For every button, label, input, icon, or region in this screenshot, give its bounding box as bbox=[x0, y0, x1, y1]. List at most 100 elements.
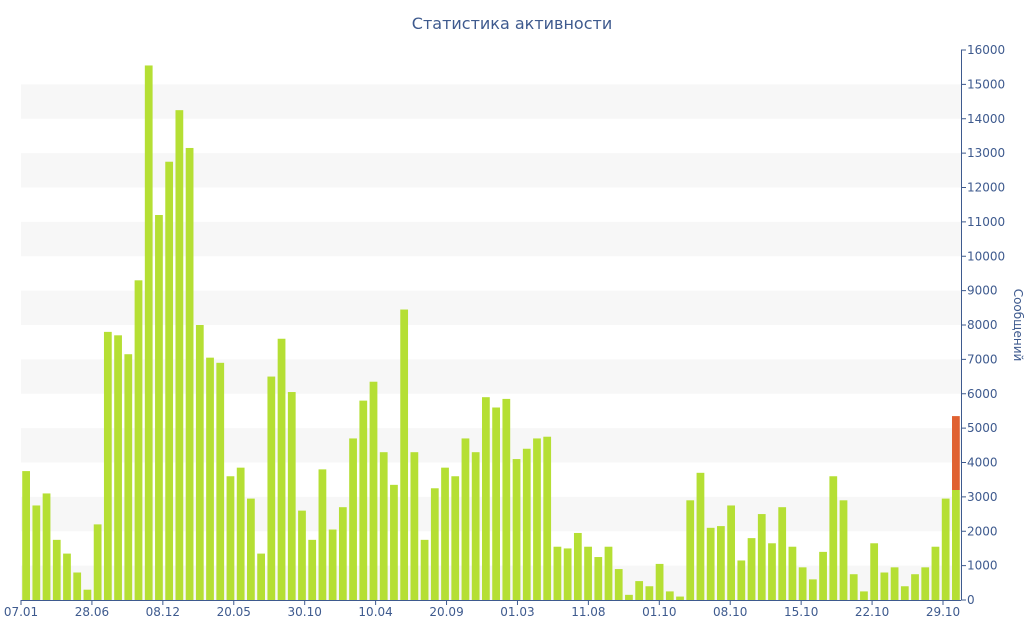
bar[interactable] bbox=[492, 407, 500, 601]
bar[interactable] bbox=[860, 591, 868, 600]
bar[interactable] bbox=[512, 459, 521, 600]
bar[interactable] bbox=[124, 354, 133, 600]
bar[interactable] bbox=[349, 438, 357, 600]
bar[interactable] bbox=[22, 471, 30, 600]
bar[interactable] bbox=[594, 557, 603, 600]
bar[interactable] bbox=[471, 452, 480, 600]
bar[interactable] bbox=[584, 546, 592, 600]
bar[interactable] bbox=[338, 507, 347, 600]
bar[interactable] bbox=[451, 476, 460, 600]
bar[interactable] bbox=[849, 574, 858, 600]
bar[interactable] bbox=[369, 381, 378, 600]
bar[interactable] bbox=[379, 452, 388, 600]
bar[interactable] bbox=[543, 436, 552, 600]
bar[interactable] bbox=[134, 280, 143, 600]
bar[interactable] bbox=[941, 498, 950, 600]
bar[interactable] bbox=[696, 472, 705, 600]
bar[interactable] bbox=[298, 510, 306, 600]
bar[interactable] bbox=[563, 548, 572, 600]
bar[interactable] bbox=[103, 331, 112, 600]
bar[interactable] bbox=[83, 589, 92, 600]
bar[interactable] bbox=[73, 572, 82, 601]
bar[interactable] bbox=[952, 490, 960, 600]
bar[interactable] bbox=[706, 527, 715, 600]
bar[interactable] bbox=[522, 448, 531, 600]
bar[interactable] bbox=[32, 505, 41, 600]
bar[interactable] bbox=[921, 567, 930, 600]
bar[interactable] bbox=[635, 581, 644, 600]
bar[interactable] bbox=[165, 161, 174, 600]
bar[interactable] bbox=[63, 553, 71, 600]
bar-highlight[interactable] bbox=[952, 416, 960, 490]
bar[interactable] bbox=[665, 591, 674, 600]
bar[interactable] bbox=[900, 586, 909, 600]
bar[interactable] bbox=[768, 543, 776, 600]
bar[interactable] bbox=[400, 309, 409, 600]
bar[interactable] bbox=[226, 476, 235, 600]
bar[interactable] bbox=[155, 215, 163, 600]
bar[interactable] bbox=[625, 594, 633, 600]
x-tick-label: 28.06 bbox=[75, 605, 109, 619]
bar[interactable] bbox=[839, 500, 848, 600]
bar[interactable] bbox=[267, 376, 276, 600]
bar[interactable] bbox=[502, 398, 511, 600]
bar[interactable] bbox=[573, 532, 582, 600]
y-tick-label: 2000 bbox=[967, 524, 998, 538]
bar[interactable] bbox=[757, 514, 766, 600]
bar[interactable] bbox=[257, 553, 265, 600]
bar[interactable] bbox=[247, 498, 255, 600]
bar[interactable] bbox=[308, 539, 317, 600]
bar[interactable] bbox=[676, 596, 684, 600]
bar[interactable] bbox=[93, 524, 102, 600]
bar[interactable] bbox=[890, 567, 899, 600]
bar[interactable] bbox=[482, 397, 490, 600]
bar[interactable] bbox=[114, 335, 122, 600]
bar[interactable] bbox=[614, 569, 623, 600]
bar[interactable] bbox=[931, 546, 940, 600]
bar[interactable] bbox=[717, 526, 725, 600]
bar[interactable] bbox=[277, 338, 286, 600]
y-tick-label: 16000 bbox=[967, 43, 1005, 57]
bar[interactable] bbox=[206, 357, 214, 600]
bar[interactable] bbox=[727, 505, 735, 600]
y-tick-label: 9000 bbox=[967, 284, 998, 298]
bar[interactable] bbox=[829, 476, 838, 600]
bar[interactable] bbox=[359, 400, 368, 600]
bar[interactable] bbox=[533, 438, 541, 600]
bar[interactable] bbox=[655, 563, 664, 600]
bar[interactable] bbox=[788, 546, 797, 600]
bar[interactable] bbox=[430, 488, 439, 600]
bar[interactable] bbox=[737, 560, 746, 600]
bar[interactable] bbox=[420, 539, 429, 600]
bar[interactable] bbox=[604, 546, 613, 600]
bar[interactable] bbox=[318, 469, 327, 600]
bar[interactable] bbox=[390, 484, 398, 600]
bar[interactable] bbox=[798, 567, 807, 600]
bar[interactable] bbox=[461, 438, 470, 600]
bar[interactable] bbox=[185, 147, 194, 600]
bar[interactable] bbox=[808, 579, 817, 600]
chart-title: Статистика активности bbox=[411, 14, 613, 33]
bar[interactable] bbox=[911, 574, 919, 600]
bar[interactable] bbox=[144, 65, 153, 600]
bar[interactable] bbox=[686, 500, 695, 600]
bar[interactable] bbox=[870, 543, 879, 600]
bar[interactable] bbox=[175, 110, 184, 600]
bar[interactable] bbox=[778, 507, 787, 600]
bar[interactable] bbox=[236, 467, 245, 600]
bar[interactable] bbox=[52, 539, 61, 600]
bar[interactable] bbox=[328, 529, 337, 600]
bar[interactable] bbox=[553, 546, 562, 600]
bar[interactable] bbox=[42, 493, 51, 600]
bar[interactable] bbox=[747, 538, 756, 600]
bar[interactable] bbox=[287, 392, 296, 600]
x-axis: 07.01 28.06 08.12 20.05 30.10 10.04 20.09 01.03… bbox=[4, 600, 961, 619]
bar[interactable] bbox=[410, 452, 419, 600]
x-tick-label: 10.04 bbox=[358, 605, 392, 619]
bar[interactable] bbox=[819, 551, 827, 600]
bar[interactable] bbox=[195, 325, 204, 600]
bar[interactable] bbox=[880, 572, 889, 601]
bar[interactable] bbox=[216, 362, 225, 600]
bar[interactable] bbox=[645, 586, 654, 600]
bar[interactable] bbox=[441, 467, 449, 600]
